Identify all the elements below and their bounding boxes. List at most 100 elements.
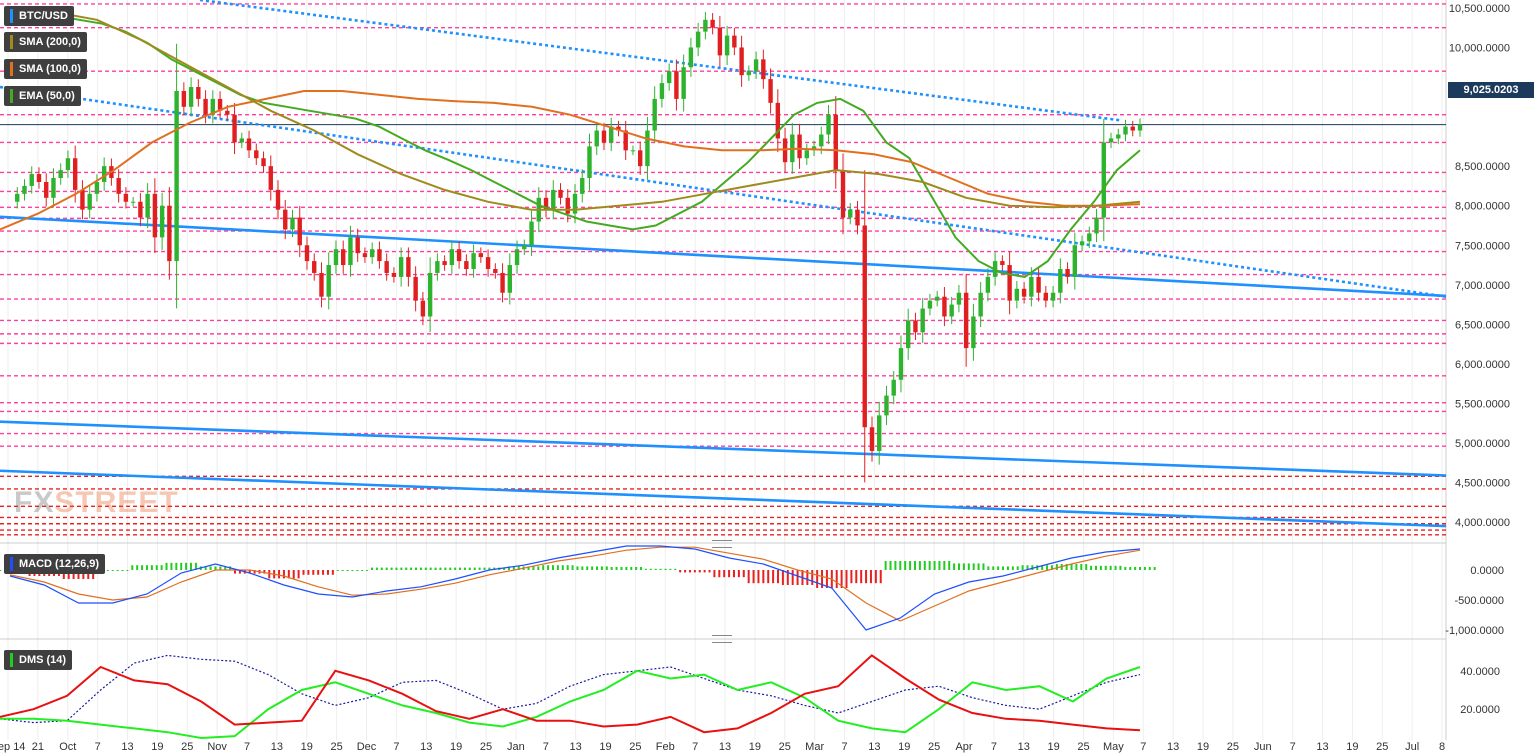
adx-line [0, 654, 1141, 724]
candle-body [666, 71, 672, 84]
macd-histogram-bar [649, 568, 652, 570]
macd-histogram-bar [1046, 565, 1049, 570]
indicator-sma200[interactable]: SMA (200,0) [4, 32, 87, 52]
time-tick-label: Sep 14 [0, 741, 25, 753]
macd-histogram-bar [312, 570, 315, 575]
macd-histogram-bar [92, 570, 95, 579]
candle-body [377, 249, 382, 262]
candle-body [1000, 261, 1005, 266]
macd-label[interactable]: MACD (12,26,9) [4, 554, 106, 574]
candle-body [442, 261, 447, 266]
candle-body [724, 35, 730, 56]
candle-body [768, 79, 773, 103]
sma200-label: SMA (200,0) [19, 36, 81, 48]
macd-histogram-bar [116, 570, 119, 571]
trendline-upper [0, 215, 1447, 298]
time-tick-label: 7 [841, 741, 847, 753]
indicator-ema50[interactable]: EMA (50,0) [4, 86, 81, 106]
time-tick-label: 7 [393, 741, 399, 753]
candle-body [181, 90, 187, 107]
macd-histogram-bar [982, 563, 985, 570]
candle-body [652, 98, 657, 131]
candle-body [507, 265, 513, 293]
candle-body [65, 158, 71, 171]
indicator-sma100[interactable]: SMA (100,0) [4, 59, 87, 79]
candle-body [616, 126, 621, 131]
candle-body [167, 205, 172, 262]
macd-histogram-bar [610, 567, 613, 570]
candle-body [1021, 288, 1027, 297]
macd-histogram-bar [640, 567, 643, 570]
macd-histogram-bar [728, 570, 731, 578]
candle-body [934, 296, 940, 301]
candlesticks [15, 12, 1143, 483]
candle-body [529, 221, 534, 246]
trendline-middle [0, 420, 1447, 477]
macd-histogram-bar [287, 570, 290, 579]
macd-histogram-bar [263, 570, 266, 574]
time-tick-label: 13 [1167, 741, 1179, 753]
candle-body [703, 19, 708, 32]
price-tick-label: 7,500.0000 [1455, 240, 1510, 252]
time-tick-label: 13 [271, 741, 283, 753]
candle-body [1072, 245, 1078, 277]
macd-histogram-bar [840, 570, 843, 588]
macd-histogram-bar [591, 566, 594, 570]
macd-histogram-bar [204, 566, 207, 570]
macd-histogram-bar [737, 570, 740, 578]
candle-body [572, 193, 578, 214]
time-tick-label: 25 [181, 741, 193, 753]
candle-body [558, 189, 563, 198]
macd-histogram-bar [615, 567, 618, 570]
candle-body [145, 193, 150, 218]
candle-body [1087, 233, 1092, 242]
macd-histogram-bar [336, 570, 339, 571]
candle-body [1050, 292, 1056, 301]
macd-histogram-bar [77, 570, 80, 579]
candle-body [456, 249, 462, 262]
macd-histogram-bar [674, 568, 677, 570]
candle-body [406, 257, 411, 277]
macd-histogram-bar [1085, 564, 1088, 570]
macd-histogram-bar [517, 566, 520, 570]
time-axis: Sep 14 21 Oct 7 13 19 25 Nov 7 13 19 25 Dec 7 13 19 25 Ja… [0, 741, 1445, 753]
price-tick-label: 8,000.0000 [1455, 201, 1510, 213]
macd-histogram-bar [87, 570, 90, 579]
macd-histogram-bar [1124, 567, 1127, 570]
dms-label[interactable]: DMS (14) [4, 650, 73, 670]
candle-body [543, 197, 549, 210]
symbol-label[interactable]: BTC/USD [4, 6, 74, 26]
candle-body [94, 181, 100, 194]
macd-histogram-bar [889, 561, 892, 570]
time-tick-label: 7 [1140, 741, 1146, 753]
candle-body [1014, 288, 1020, 301]
time-tick-label: 19 [151, 741, 163, 753]
candle-body [956, 292, 962, 305]
panel-resize-handle-macd[interactable] [712, 540, 732, 548]
candle-body [464, 261, 469, 269]
macd-histogram-bar [131, 565, 134, 570]
panel-resize-handle-dms[interactable] [712, 635, 732, 643]
macd-histogram-bar [967, 563, 970, 570]
candle-body [22, 185, 27, 194]
macd-histogram-bar [444, 567, 447, 570]
candle-body [695, 31, 701, 48]
candle-body [761, 59, 766, 80]
time-tick-label: Apr [955, 741, 972, 753]
candle-body [51, 178, 56, 198]
macd-histogram-bar [507, 566, 510, 570]
macd-histogram-bar [424, 567, 427, 570]
macd-histogram-bar [170, 562, 173, 570]
candle-body [261, 158, 266, 167]
macd-histogram-bar [551, 565, 554, 570]
candle-body [174, 90, 179, 262]
candle-body [1029, 276, 1034, 297]
macd-histogram-bar [909, 561, 912, 570]
macd-histogram-bar [586, 566, 589, 570]
price-tick-label: 4,500.0000 [1455, 478, 1510, 490]
macd-histogram-bar [561, 565, 564, 570]
candle-body [840, 170, 846, 218]
macd-histogram-bar [992, 566, 995, 570]
time-tick-label: 19 [450, 741, 462, 753]
